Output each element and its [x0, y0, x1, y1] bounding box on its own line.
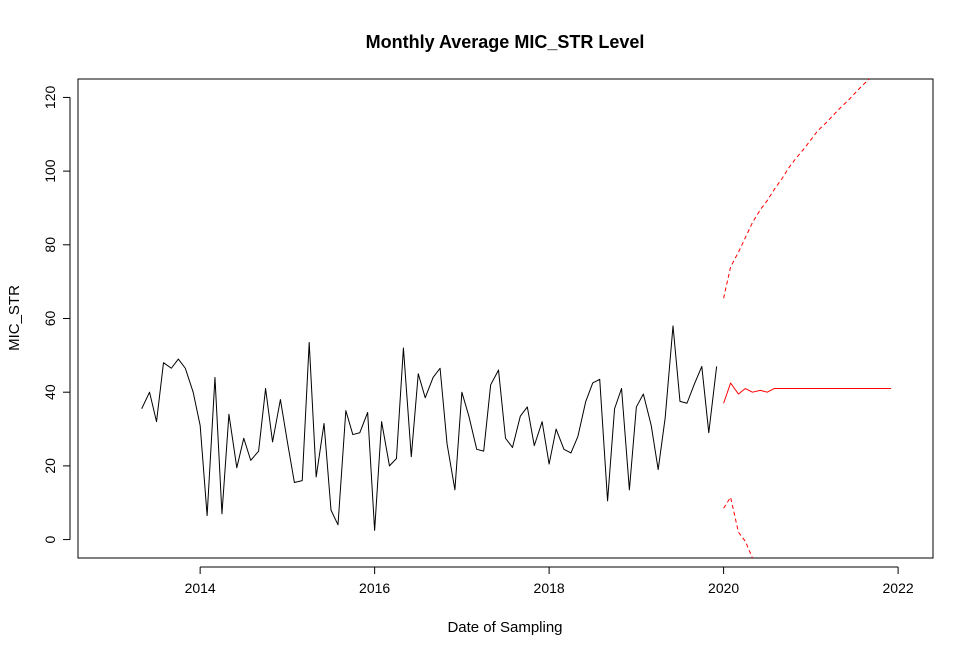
x-axis: 2014 2016 2018 2020 2022 [185, 566, 914, 596]
y-axis: 0 20 40 60 80 100 120 [42, 86, 71, 543]
x-tick-label: 2014 [185, 580, 216, 596]
x-tick-label: 2020 [708, 580, 739, 596]
chart-title: Monthly Average MIC_STR Level [366, 32, 645, 52]
y-tick-label: 100 [42, 159, 58, 183]
y-tick-label: 0 [42, 535, 58, 543]
x-tick-label: 2022 [883, 580, 914, 596]
observed-series-line [141, 325, 718, 531]
plot-frame [77, 78, 934, 559]
y-tick-label: 120 [42, 86, 58, 110]
y-axis-label: MIC_STR [6, 285, 23, 351]
forecast-lower-bound-line [723, 496, 753, 558]
y-tick-label: 60 [42, 311, 58, 327]
series-group [141, 79, 892, 558]
x-axis-label: Date of Sampling [447, 619, 562, 636]
forecast-series-line [723, 382, 892, 404]
x-tick-label: 2018 [534, 580, 565, 596]
x-tick-label: 2016 [359, 580, 390, 596]
y-tick-label: 20 [42, 458, 58, 474]
y-tick-label: 40 [42, 384, 58, 400]
y-tick-label: 80 [42, 237, 58, 253]
forecast-upper-bound-line [723, 79, 870, 299]
